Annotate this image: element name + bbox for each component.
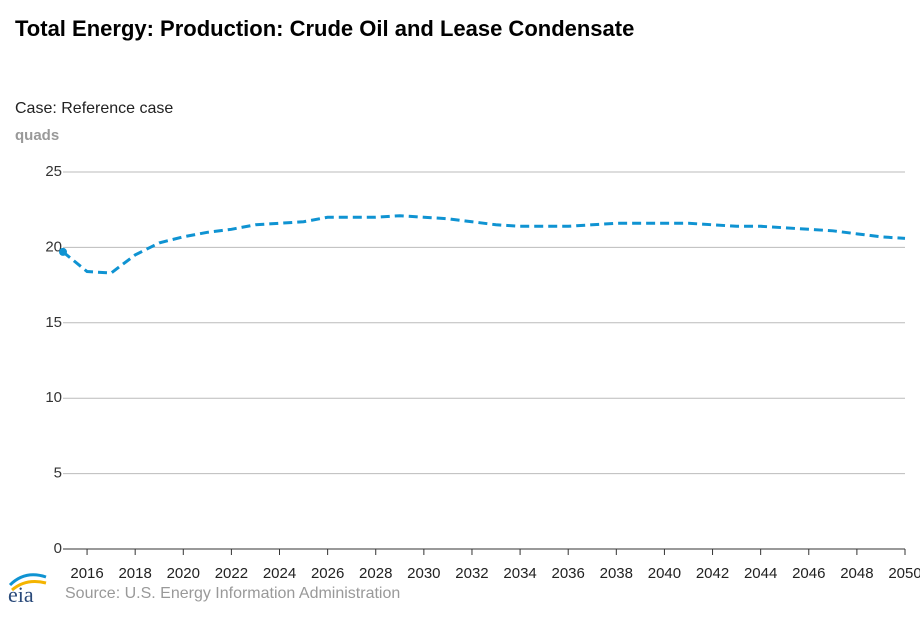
x-tick-label: 2050 [888,565,920,582]
y-axis-label: quads [15,127,59,144]
chart-title: Total Energy: Production: Crude Oil and … [15,16,634,41]
x-tick-label: 2026 [311,565,344,582]
x-tick-label: 2032 [455,565,488,582]
x-tick-label: 2046 [792,565,825,582]
x-tick-label: 2038 [600,565,633,582]
y-tick-label: 25 [45,163,62,180]
x-tick-label: 2040 [648,565,681,582]
y-tick-label: 0 [54,540,62,557]
line [62,214,906,275]
point [59,247,67,256]
x-tick-label: 2044 [744,565,777,582]
x-tick-label: 2018 [118,565,151,582]
source: Source: U.S. Energy Information Administ… [65,585,400,602]
x-tick-label: 2042 [696,565,729,582]
x-tick-label: 2030 [407,565,440,582]
x-tick-label: 2048 [840,565,873,582]
x-tick-label: 2022 [215,565,248,582]
logo-swoosh [11,580,47,592]
x-tick-label: 2024 [263,565,296,582]
y-tick-label: 20 [45,238,62,255]
y-tick-label: 10 [45,389,62,406]
y-tick-label: 5 [54,465,62,482]
x-tick-label: 2034 [503,565,536,582]
logo-swoosh [8,573,47,587]
x-tick-label: 2028 [359,565,392,582]
logo: eia [8,582,34,607]
x-tick-label: 2016 [70,565,103,582]
x-tick-label: 2036 [552,565,585,582]
subtitle: Case: Reference case [15,100,173,117]
x-tick-label: 2020 [167,565,200,582]
y-tick-label: 15 [45,314,62,331]
